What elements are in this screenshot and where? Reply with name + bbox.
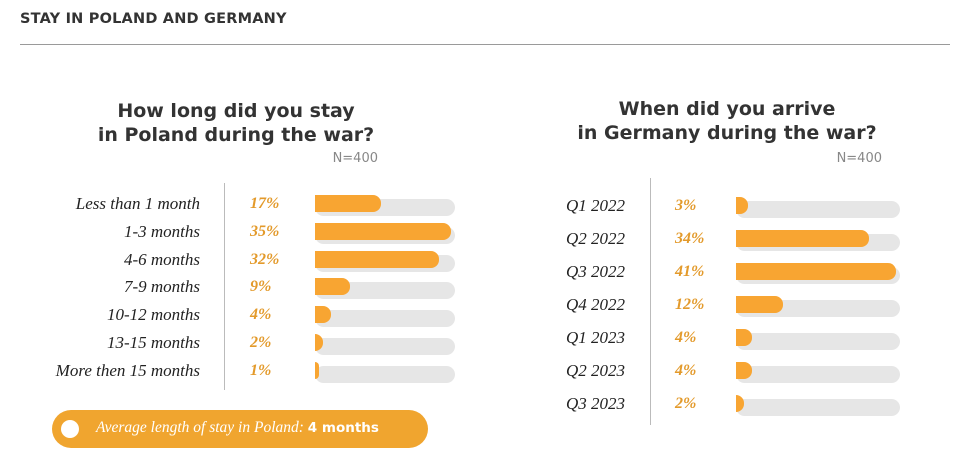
summary-label: Average length of stay in Poland:	[96, 419, 304, 436]
chart-title: When did you arrive in Germany during th…	[577, 98, 877, 144]
category-label: Q4 2022	[565, 295, 625, 314]
bar	[736, 263, 897, 280]
value-label: 12%	[675, 296, 705, 313]
bar	[315, 195, 382, 212]
value-label: 35%	[250, 222, 280, 240]
bar-track	[315, 365, 455, 383]
value-label: 2%	[675, 395, 697, 412]
divider	[650, 178, 651, 425]
value-label: 3%	[675, 197, 697, 214]
divider	[224, 183, 225, 390]
value-label: 4%	[250, 306, 272, 324]
category-label: 7-9 months	[123, 277, 200, 297]
category-label: Q2 2022	[565, 229, 625, 248]
bar-track	[736, 201, 900, 218]
category-label: Q3 2023	[565, 394, 625, 413]
value-label: 17%	[250, 195, 280, 212]
category-label: More then 15 months	[55, 360, 200, 380]
bar-track	[736, 366, 900, 383]
bar-track	[315, 338, 455, 355]
bar	[315, 361, 319, 379]
bar	[736, 230, 869, 247]
summary-pill	[52, 410, 428, 448]
chart-title: How long did you stay in Poland during t…	[97, 100, 375, 146]
bar	[315, 306, 331, 324]
value-label: 32%	[250, 250, 280, 268]
bar	[315, 278, 350, 296]
value-label: 41%	[675, 263, 705, 280]
value-label: 1%	[250, 361, 272, 379]
category-label: Q1 2022	[565, 196, 625, 215]
category-label: 13-15 months	[106, 333, 200, 352]
summary-value: 4 months	[307, 420, 379, 436]
category-label: Q2 2023	[565, 361, 625, 380]
section-title: STAY IN POLAND AND GERMANY	[20, 11, 287, 27]
value-label: 9%	[250, 278, 272, 296]
sample-size: N=400	[836, 151, 882, 166]
header-rule	[20, 44, 950, 45]
value-label: 34%	[675, 230, 705, 247]
bar-track	[315, 310, 455, 328]
bar-track	[736, 399, 900, 416]
bar	[315, 250, 440, 268]
sample-size: N=400	[332, 151, 378, 166]
bar	[736, 329, 752, 346]
bar	[736, 362, 752, 379]
bar	[315, 222, 452, 240]
pill-dot	[61, 420, 79, 438]
bar-track	[736, 333, 900, 350]
bar	[736, 296, 783, 313]
bar	[315, 334, 323, 351]
value-label: 4%	[675, 329, 697, 346]
category-label: 10-12 months	[106, 305, 200, 325]
category-label: Q3 2022	[565, 262, 625, 281]
summary-text: Average length of stay in Poland: 4 mont…	[96, 419, 379, 437]
value-label: 2%	[250, 334, 272, 351]
bar	[736, 197, 748, 214]
category-label: Q1 2023	[565, 328, 625, 347]
bar	[736, 395, 744, 412]
value-label: 4%	[675, 362, 697, 379]
category-label: 1-3 months	[123, 221, 200, 241]
bar-track	[315, 282, 455, 300]
category-label: 4-6 months	[123, 249, 200, 269]
category-label: Less than 1 month	[75, 194, 200, 213]
